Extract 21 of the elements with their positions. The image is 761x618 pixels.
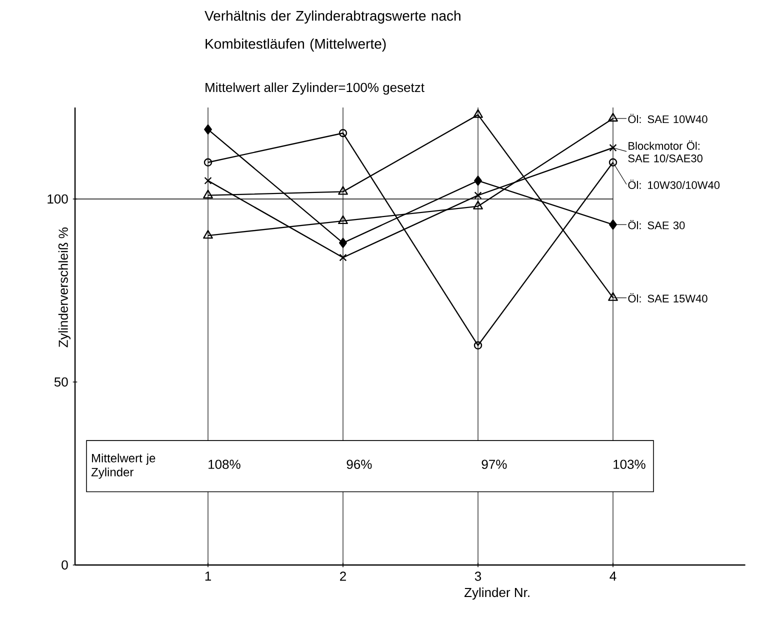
annotation: 97% <box>482 460 507 469</box>
legend-label: Blockmotor Öl: SAE 10/SAE30 <box>628 140 702 162</box>
y-tick-label: 100 <box>48 194 68 204</box>
x-tick-label: 1 <box>205 572 211 581</box>
series-label: Öl: 10W30/10W40 <box>628 180 720 190</box>
x-tick-label: 2 <box>340 572 346 581</box>
x-tick-label: 4 <box>610 572 616 581</box>
x-tick-label: 3 <box>474 572 482 581</box>
annotation: 108% <box>208 460 240 469</box>
legend-label: Öl: SAE 15W40 <box>628 293 708 302</box>
legend-label: Öl: SAE 30 <box>628 220 685 230</box>
x-axis-title: Zylinder Nr. <box>464 588 530 600</box>
chart-title: Verhältnis der Zylinderabtragswerte nach Kombitestläufen (Mittelwerte) <box>204 10 460 52</box>
annotation: 96% <box>346 460 372 469</box>
annotation: Mittelwert je Zylinder <box>91 454 156 479</box>
y-tick-label: 0 <box>62 560 68 570</box>
chart-subtitle: Mittelwert aller Zylinder=100% gesetzt <box>206 82 424 95</box>
annotation: 103% <box>614 460 646 469</box>
y-tick-label: 50 <box>54 377 68 387</box>
y-axis-title: Zylinderverschleiß % <box>58 228 70 348</box>
legend-label: Öl: SAE 10W40 <box>628 114 708 124</box>
